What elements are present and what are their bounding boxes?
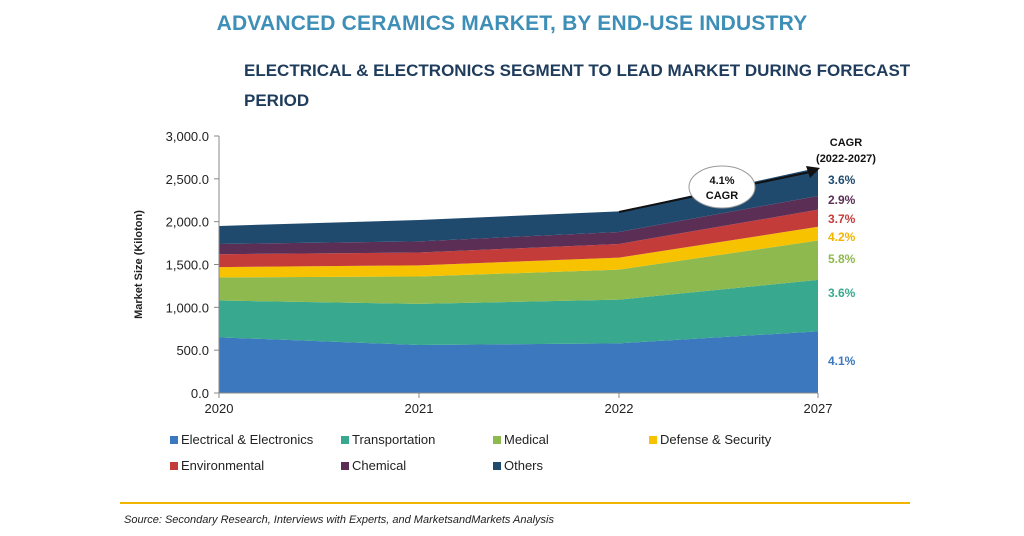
cagr-value: 4.1% bbox=[828, 354, 856, 368]
axes-group: 0.0 500.0 1,000.0 1,500.0 2,000.0 2,500.0 3,00… bbox=[133, 129, 832, 416]
legend-label: Defense & Security bbox=[660, 432, 772, 447]
legend-label: Electrical & Electronics bbox=[181, 432, 314, 447]
chart-title: ADVANCED CERAMICS MARKET, BY END-USE IND… bbox=[216, 12, 808, 35]
legend-label: Environmental bbox=[181, 458, 265, 473]
y-tick-label: 3,000.0 bbox=[166, 129, 209, 144]
area-chemical bbox=[219, 195, 818, 255]
subtitle-line-2: PERIOD bbox=[244, 91, 310, 110]
cagr-callout-bubble bbox=[688, 165, 756, 209]
y-tick-label: 1,000.0 bbox=[166, 300, 209, 315]
y-tick-label: 1,500.0 bbox=[166, 258, 209, 273]
y-tick-label: 2,500.0 bbox=[166, 172, 209, 187]
cagr-labels-group: CAGR (2022-2027) 4.1% 3.6% 5.8% 4.2% 3.7% 2.9% 3… bbox=[618, 137, 876, 368]
x-tick-label: 2022 bbox=[605, 401, 634, 416]
cagr-value: 5.8% bbox=[828, 252, 856, 266]
cagr-value: 3.7% bbox=[828, 212, 856, 226]
legend-swatch bbox=[170, 435, 178, 444]
legend-item: Others bbox=[493, 458, 543, 473]
cagr-value: 3.6% bbox=[828, 173, 856, 187]
legend-item: Defense & Security bbox=[649, 432, 771, 447]
legend-swatch bbox=[170, 461, 178, 470]
chart-subtitle: ELECTRICAL & ELECTRONICS SEGMENT TO LEAD… bbox=[244, 56, 924, 116]
x-tick-label: 2027 bbox=[804, 401, 833, 416]
cagr-value: 3.6% bbox=[828, 286, 856, 300]
cagr-callout-label: CAGR bbox=[706, 190, 738, 202]
area-transportation bbox=[219, 279, 818, 346]
legend-label: Chemical bbox=[352, 458, 407, 473]
cagr-trend-arrow-head bbox=[806, 166, 820, 178]
cagr-value: 2.9% bbox=[828, 193, 856, 207]
area-electrical-electronics bbox=[219, 331, 818, 393]
legend-item: Medical bbox=[493, 432, 549, 447]
legend-swatch bbox=[341, 435, 349, 444]
x-tick-label: 2021 bbox=[405, 401, 434, 416]
legend-swatch bbox=[493, 435, 501, 444]
source-note: Source: Secondary Research, Interviews w… bbox=[124, 514, 554, 526]
cagr-period: (2022-2027) bbox=[816, 153, 876, 165]
area-others bbox=[219, 167, 818, 244]
subtitle-line-1: ELECTRICAL & ELECTRONICS SEGMENT TO LEAD… bbox=[244, 61, 911, 80]
stacked-area-chart: 0.0 500.0 1,000.0 1,500.0 2,000.0 2,500.0 3,00… bbox=[133, 129, 876, 416]
legend-label: Medical bbox=[504, 432, 549, 447]
y-tick-label: 2,000.0 bbox=[166, 215, 209, 230]
legend-label: Transportation bbox=[352, 432, 436, 447]
y-tick-label: 500.0 bbox=[176, 343, 209, 358]
y-axis-label: Market Size (Kiloton) bbox=[133, 210, 145, 319]
legend-item: Chemical bbox=[341, 458, 406, 473]
divider-line bbox=[120, 502, 910, 504]
cagr-value: 4.2% bbox=[828, 230, 856, 244]
cagr-callout-value: 4.1% bbox=[709, 175, 734, 187]
area-medical bbox=[219, 240, 818, 304]
area-defense-security bbox=[219, 226, 818, 278]
area-series-group bbox=[219, 167, 818, 393]
legend-swatch bbox=[649, 435, 657, 444]
cagr-header: CAGR bbox=[830, 137, 862, 149]
y-tick-label: 0.0 bbox=[191, 386, 209, 401]
legend-item: Electrical & Electronics bbox=[170, 432, 313, 447]
legend-swatch bbox=[341, 461, 349, 470]
legend-label: Others bbox=[504, 458, 544, 473]
area-environmental bbox=[219, 209, 818, 268]
legend-item: Transportation bbox=[341, 432, 435, 447]
x-tick-label: 2020 bbox=[205, 401, 234, 416]
legend-swatch bbox=[493, 461, 501, 470]
legend-item: Environmental bbox=[170, 458, 264, 473]
